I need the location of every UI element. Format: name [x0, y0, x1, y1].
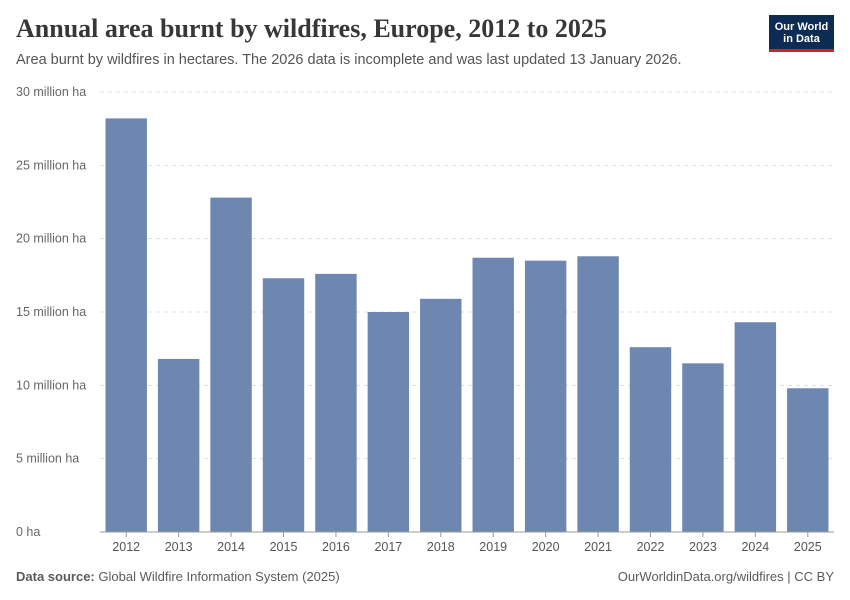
data-source-label: Data source:	[16, 569, 95, 584]
bar	[787, 388, 829, 532]
x-tick-label: 2023	[689, 540, 717, 554]
x-tick-label: 2014	[217, 540, 245, 554]
bar	[315, 273, 357, 532]
x-tick-label: 2013	[165, 540, 193, 554]
x-tick-label: 2016	[322, 540, 350, 554]
x-tick-label: 2012	[112, 540, 140, 554]
bar	[682, 363, 724, 532]
bar	[472, 257, 514, 532]
y-tick-label: 10 million ha	[16, 378, 86, 392]
x-tick-label: 2015	[270, 540, 298, 554]
data-source-link[interactable]: Global Wildfire Information System (2025…	[98, 569, 340, 584]
y-tick-label: 30 million ha	[16, 85, 86, 99]
y-tick-label: 20 million ha	[16, 232, 86, 246]
bar	[157, 358, 200, 532]
x-tick-label: 2020	[532, 540, 560, 554]
y-tick-label: 15 million ha	[16, 305, 86, 319]
bar	[105, 118, 147, 533]
x-tick-label: 2017	[374, 540, 402, 554]
bar	[524, 260, 567, 532]
bar	[734, 322, 777, 532]
bar	[420, 298, 462, 532]
credit-link[interactable]: OurWorldinData.org/wildfires | CC BY	[617, 569, 834, 584]
x-tick-label: 2021	[584, 540, 612, 554]
x-tick-label: 2018	[427, 540, 455, 554]
chart-title: Annual area burnt by wildfires, Europe, …	[16, 14, 607, 43]
bar	[629, 347, 672, 532]
y-tick-label: 5 million ha	[16, 452, 79, 466]
bar	[210, 197, 252, 532]
logo-line-1: Our World	[774, 21, 829, 33]
data-source: Data source: Global Wildfire Information…	[16, 569, 340, 584]
bar	[367, 312, 410, 532]
x-tick-label: 2022	[637, 540, 665, 554]
x-tick-label: 2025	[794, 540, 822, 554]
y-tick-label: 0 ha	[16, 525, 40, 539]
owid-logo[interactable]: Our World in Data	[769, 15, 834, 52]
bar	[262, 278, 305, 532]
chart-subtitle: Area burnt by wildfires in hectares. The…	[16, 52, 682, 68]
x-tick-label: 2019	[479, 540, 507, 554]
y-tick-label: 25 million ha	[16, 158, 86, 172]
bar	[577, 256, 619, 532]
x-tick-label: 2024	[741, 540, 769, 554]
logo-line-2: in Data	[783, 33, 820, 45]
